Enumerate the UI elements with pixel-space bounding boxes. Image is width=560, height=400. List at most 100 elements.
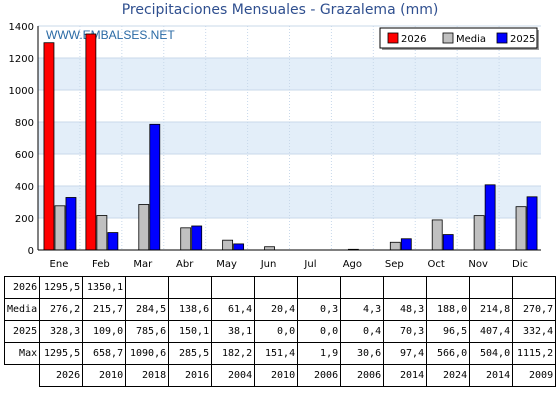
y-tick-label: 600 [15, 150, 34, 161]
table-cell: 2010 [82, 364, 127, 387]
bar-2025-abr [191, 225, 203, 251]
table-cell: 566,0 [426, 342, 471, 365]
x-tick-label: Oct [428, 259, 445, 270]
table-cell: 2024 [426, 364, 471, 387]
table-cell: 96,5 [426, 320, 471, 343]
table-cell: 48,3 [383, 298, 428, 321]
x-tick-label: Jun [260, 259, 277, 270]
table-row-label: 2026 [3, 276, 41, 299]
bar-media-oct [431, 219, 443, 251]
bar-media-sep [389, 241, 401, 251]
table-cell: 1115,2 [512, 342, 557, 365]
table-cell: 2010 [254, 364, 299, 387]
table-cell: 2016 [168, 364, 213, 387]
table-cell: 109,0 [82, 320, 127, 343]
bar-media-ene [54, 205, 66, 251]
table-cell: 182,2 [211, 342, 256, 365]
table-row: 2025 328,3 109,0 785,6 150,1 38,1 0,0 0,0 0,4 70,… [3, 320, 557, 343]
table-cell: 97,4 [383, 342, 428, 365]
table-cell: 2006 [340, 364, 385, 387]
bar-2026-feb [85, 33, 97, 251]
table-cell: 285,5 [168, 342, 213, 365]
table-cell: 2018 [125, 364, 170, 387]
watermark: WWW.EMBALSES.NET [46, 28, 175, 42]
bar-2025-sep [400, 238, 412, 251]
x-tick-label: May [216, 259, 237, 270]
bar-media-mar [138, 204, 150, 251]
table-cell [383, 276, 428, 299]
table-cell [426, 276, 471, 299]
table-cell: 214,8 [469, 298, 514, 321]
table-cell: 2004 [211, 364, 256, 387]
legend-label-2025: 2025 [510, 34, 535, 45]
legend-label-2026: 2026 [401, 34, 426, 45]
table-cell: 2026 [39, 364, 84, 387]
table-row: 2026 1295,5 1350,1 [3, 276, 557, 299]
y-tick-label: 1000 [9, 86, 34, 97]
y-tick-label: 400 [15, 182, 34, 193]
table-cell: 276,2 [39, 298, 84, 321]
table-row-label: 2025 [3, 320, 41, 343]
table-cell [125, 276, 170, 299]
table-cell: 332,4 [512, 320, 557, 343]
table-cell: 1,9 [297, 342, 342, 365]
table-cell: 0,0 [254, 320, 299, 343]
table-cell: 658,7 [82, 342, 127, 365]
table-cell: 215,7 [82, 298, 127, 321]
y-tick-label: 0 [28, 246, 34, 257]
data-table: 2026 1295,5 1350,1 Media 276,2 215,7 284,5 138,… [3, 276, 557, 387]
bar-2025-may [233, 243, 245, 251]
table-row: 2026 2010 2018 2016 2004 2010 2006 2006 2014 2024… [5, 364, 557, 387]
table-cell: 785,6 [125, 320, 170, 343]
table-cell: 30,6 [340, 342, 385, 365]
table-cell: 61,4 [211, 298, 256, 321]
bar-media-feb [96, 215, 108, 251]
table-cell [512, 276, 557, 299]
bar-2026-ene [43, 42, 55, 251]
grid-band [38, 186, 541, 218]
table-cell: 0,4 [340, 320, 385, 343]
table-cell: 2006 [297, 364, 342, 387]
x-tick-label: Nov [468, 259, 488, 270]
table-cell: 138,6 [168, 298, 213, 321]
x-tick-label: Mar [133, 259, 153, 270]
table-cell: 1295,5 [39, 342, 84, 365]
table-cell: 4,3 [340, 298, 385, 321]
bar-2025-dic [526, 196, 538, 251]
table-row-label: Max [3, 342, 41, 365]
x-tick-label: Sep [385, 259, 404, 270]
bar-2025-oct [442, 234, 454, 251]
legend-swatch-2026 [387, 32, 399, 44]
bar-media-nov [473, 215, 485, 251]
table-cell: 407,4 [469, 320, 514, 343]
legend-swatch-2025 [496, 32, 508, 44]
legend-swatch-media [442, 32, 454, 44]
table-cell [254, 276, 299, 299]
table-cell: 1090,6 [125, 342, 170, 365]
table-cell [340, 276, 385, 299]
x-tick-label: Abr [176, 259, 194, 270]
table-cell: 270,7 [512, 298, 557, 321]
y-tick-label: 1400 [9, 22, 34, 33]
table-cell [469, 276, 514, 299]
table-cell: 1295,5 [39, 276, 84, 299]
table-row-label: Media [3, 298, 41, 321]
table-cell: 150,1 [168, 320, 213, 343]
table-cell [168, 276, 213, 299]
y-tick-label: 1200 [9, 54, 34, 65]
bar-media-dic [515, 206, 527, 251]
table-row: Media 276,2 215,7 284,5 138,6 61,4 20,4 0,3 4,3 4… [3, 298, 557, 321]
table-cell: 38,1 [211, 320, 256, 343]
table-cell: 1350,1 [82, 276, 127, 299]
y-tick-label: 800 [15, 118, 34, 129]
bar-media-may [222, 239, 234, 251]
x-tick-label: Ago [343, 259, 362, 270]
table-cell: 284,5 [125, 298, 170, 321]
table-cell [211, 276, 256, 299]
x-tick-label: Dic [512, 259, 528, 270]
table-cell: 0,0 [297, 320, 342, 343]
x-tick-label: Feb [92, 259, 110, 270]
table-cell: 504,0 [469, 342, 514, 365]
table-row-label [5, 365, 40, 387]
bar-2025-mar [149, 123, 161, 251]
